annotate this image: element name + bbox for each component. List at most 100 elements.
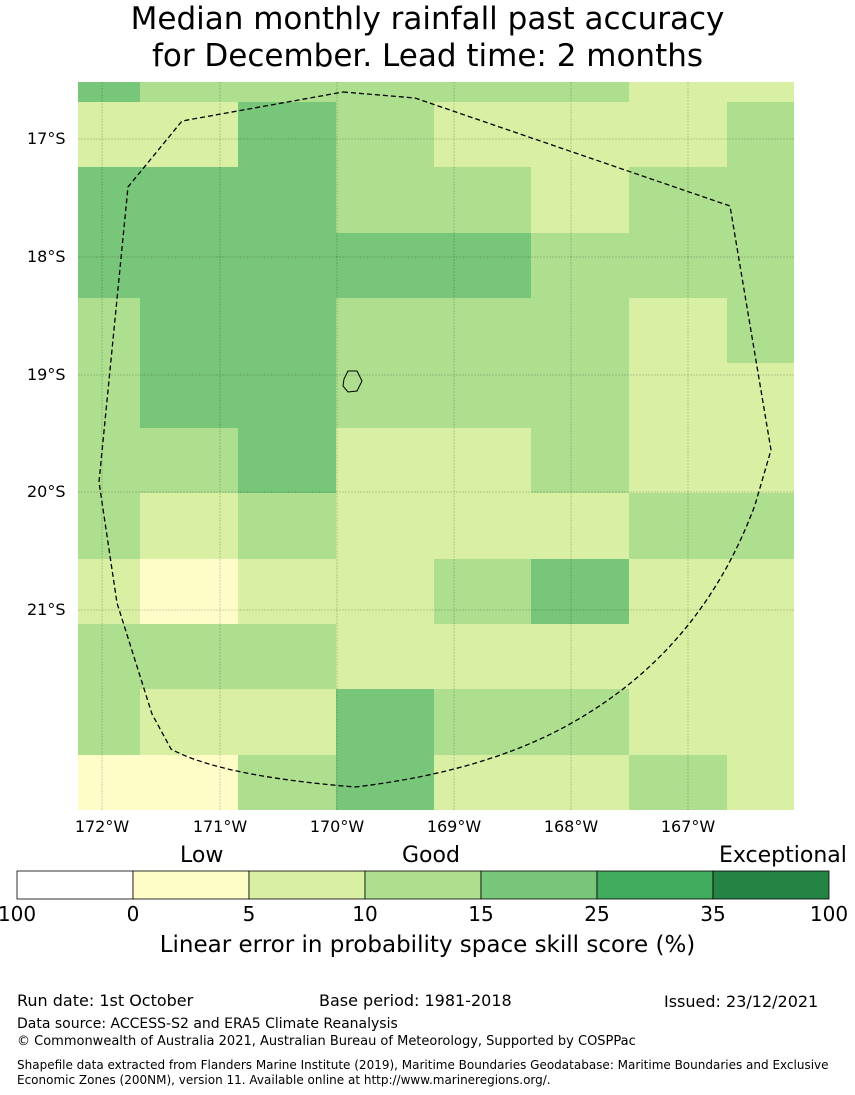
skill-cell	[238, 233, 336, 298]
lon-label: 170°W	[309, 817, 365, 836]
colorbar-segment	[16, 870, 134, 900]
skill-cell	[336, 298, 434, 363]
skill-cell	[434, 102, 531, 167]
colorbar-segment	[132, 870, 250, 900]
run-date: Run date: 1st October	[17, 991, 194, 1010]
lat-label: 19°S	[27, 365, 66, 384]
skill-cell	[531, 755, 629, 810]
skill-grid	[78, 82, 794, 810]
skill-cell	[727, 755, 794, 810]
skill-cell	[727, 689, 794, 755]
skill-cell	[629, 559, 727, 624]
skill-cell	[434, 689, 531, 755]
skill-cell	[531, 363, 629, 428]
skill-cell	[531, 689, 629, 755]
skill-cell	[727, 363, 794, 428]
skill-cell	[629, 102, 727, 167]
skill-cell	[140, 298, 238, 363]
skill-cell	[727, 298, 794, 363]
skill-cell	[434, 493, 531, 559]
lon-label: 171°W	[192, 817, 248, 836]
skill-cell	[434, 624, 531, 689]
lon-label: 168°W	[543, 817, 599, 836]
skill-cell	[140, 167, 238, 233]
skill-cell	[336, 233, 434, 298]
skill-cell	[238, 755, 336, 810]
skill-cell	[531, 167, 629, 233]
skill-cell	[78, 493, 140, 559]
skill-cell	[238, 493, 336, 559]
shapefile-credit-2: Economic Zones (200NM), version 11. Avai…	[17, 1073, 551, 1087]
skill-cell	[531, 493, 629, 559]
colorbar-tick: 25	[584, 902, 610, 926]
title-line-2: for December. Lead time: 2 months	[151, 38, 704, 74]
skill-cell	[140, 233, 238, 298]
skill-cell	[629, 298, 727, 363]
skill-cell	[78, 233, 140, 298]
skill-cell	[78, 82, 140, 102]
skill-cell	[78, 624, 140, 689]
skill-cell	[434, 428, 531, 493]
skill-cell	[78, 689, 140, 755]
skill-cell	[78, 559, 140, 624]
colorbar-tick: 10	[352, 902, 378, 926]
skill-cell	[78, 298, 140, 363]
skill-cell	[238, 363, 336, 428]
skill-cell	[434, 559, 531, 624]
skill-cell	[336, 689, 434, 755]
skill-cell	[238, 689, 336, 755]
skill-cell	[238, 428, 336, 493]
lat-label: 21°S	[27, 600, 66, 619]
skill-cell	[629, 689, 727, 755]
colorbar-title: Linear error in probability space skill …	[159, 932, 696, 958]
data-source: Data source: ACCESS-S2 and ERA5 Climate …	[17, 1016, 398, 1032]
lat-label: 18°S	[27, 247, 66, 266]
skill-cell	[434, 363, 531, 428]
skill-cell	[727, 624, 794, 689]
skill-cell	[434, 82, 531, 102]
skill-cell	[336, 624, 434, 689]
colorbar-segment	[480, 870, 598, 900]
skill-cell	[140, 102, 238, 167]
category-exceptional: Exceptional	[719, 843, 847, 868]
skill-cell	[336, 493, 434, 559]
skill-cell	[336, 559, 434, 624]
category-low: Low	[180, 843, 224, 868]
skill-cell	[140, 363, 238, 428]
lon-label: 172°W	[74, 817, 130, 836]
skill-cell	[727, 102, 794, 167]
skill-cell	[238, 102, 336, 167]
issued-date: Issued: 23/12/2021	[664, 992, 819, 1011]
skill-cell	[434, 233, 531, 298]
skill-cell	[531, 233, 629, 298]
skill-cell	[531, 82, 629, 102]
skill-cell	[727, 559, 794, 624]
colorbar	[16, 870, 830, 900]
skill-cell	[531, 624, 629, 689]
colorbar-segment	[596, 870, 714, 900]
skill-cell	[629, 624, 727, 689]
colorbar-tick: 5	[242, 902, 256, 926]
skill-cell	[238, 559, 336, 624]
skill-cell	[140, 755, 238, 810]
skill-cell	[531, 559, 629, 624]
skill-cell	[727, 428, 794, 493]
skill-cell	[629, 493, 727, 559]
skill-cell	[238, 624, 336, 689]
skill-cell	[238, 298, 336, 363]
skill-cell	[336, 167, 434, 233]
skill-cell	[629, 428, 727, 493]
skill-cell	[140, 82, 238, 102]
colorbar-tick: 35	[700, 902, 726, 926]
title-line-1: Median monthly rainfall past accuracy	[130, 1, 725, 37]
category-good: Good	[402, 843, 460, 868]
skill-cell	[434, 755, 531, 810]
graticule	[78, 82, 794, 810]
colorbar-tick: 100	[809, 902, 849, 926]
shapefile-credit-1: Shapefile data extracted from Flanders M…	[17, 1058, 829, 1072]
lat-label: 20°S	[27, 482, 66, 501]
niue-island	[342, 370, 363, 393]
skill-cell	[434, 167, 531, 233]
skill-cell	[140, 624, 238, 689]
